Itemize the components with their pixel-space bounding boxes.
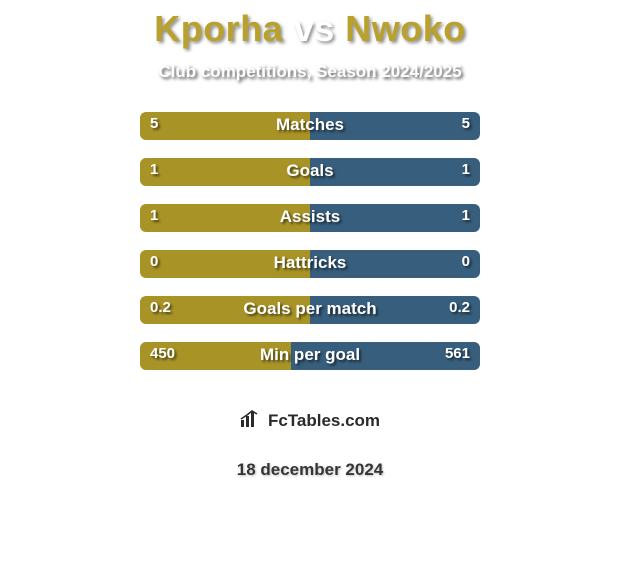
stat-value-right: 0 [462, 253, 470, 270]
player2-avatar-placeholder [507, 0, 613, 28]
player1-avatar-placeholder [7, 0, 113, 28]
logo-text: FcTables.com [268, 411, 380, 431]
player1-name: Kporha [154, 8, 283, 49]
comparison-card: Kporha vs Nwoko Club competitions, Seaso… [0, 0, 620, 480]
stat-value-left: 450 [150, 345, 175, 362]
stat-row: Goals11 [0, 158, 620, 204]
player2-club-placeholder [512, 46, 602, 72]
stat-row: Min per goal450561 [0, 342, 620, 388]
stat-bar-left [140, 204, 310, 232]
vs-word: vs [294, 8, 335, 49]
stat-value-left: 1 [150, 207, 158, 224]
stat-bar-left [140, 112, 310, 140]
stat-bar-right [310, 158, 480, 186]
player1-club-placeholder [18, 46, 108, 72]
player2-name: Nwoko [345, 8, 466, 49]
stat-value-right: 0.2 [449, 299, 470, 316]
stat-value-right: 1 [462, 207, 470, 224]
stat-bar-track [140, 204, 480, 232]
stat-value-left: 5 [150, 115, 158, 132]
stat-bar-track [140, 112, 480, 140]
stat-bar-right [310, 112, 480, 140]
chart-icon [240, 410, 262, 433]
stat-bar-track [140, 342, 480, 370]
stat-bar-track [140, 296, 480, 324]
stat-bar-left [140, 250, 310, 278]
stat-row: Goals per match0.20.2 [0, 296, 620, 342]
stat-bar-right [310, 204, 480, 232]
stat-value-left: 1 [150, 161, 158, 178]
stats-rows: Matches55Goals11Assists11Hattricks00Goal… [0, 112, 620, 388]
stat-value-left: 0.2 [150, 299, 171, 316]
stat-row: Matches55 [0, 112, 620, 158]
stat-value-right: 561 [445, 345, 470, 362]
stat-value-right: 5 [462, 115, 470, 132]
stat-bar-track [140, 158, 480, 186]
stat-value-right: 1 [462, 161, 470, 178]
stat-row: Hattricks00 [0, 250, 620, 296]
stat-row: Assists11 [0, 204, 620, 250]
stat-bar-track [140, 250, 480, 278]
stat-value-left: 0 [150, 253, 158, 270]
stat-bar-left [140, 158, 310, 186]
stat-bar-right [310, 250, 480, 278]
fctables-logo[interactable]: FcTables.com [210, 396, 410, 446]
date-line: 18 december 2024 [0, 460, 620, 480]
